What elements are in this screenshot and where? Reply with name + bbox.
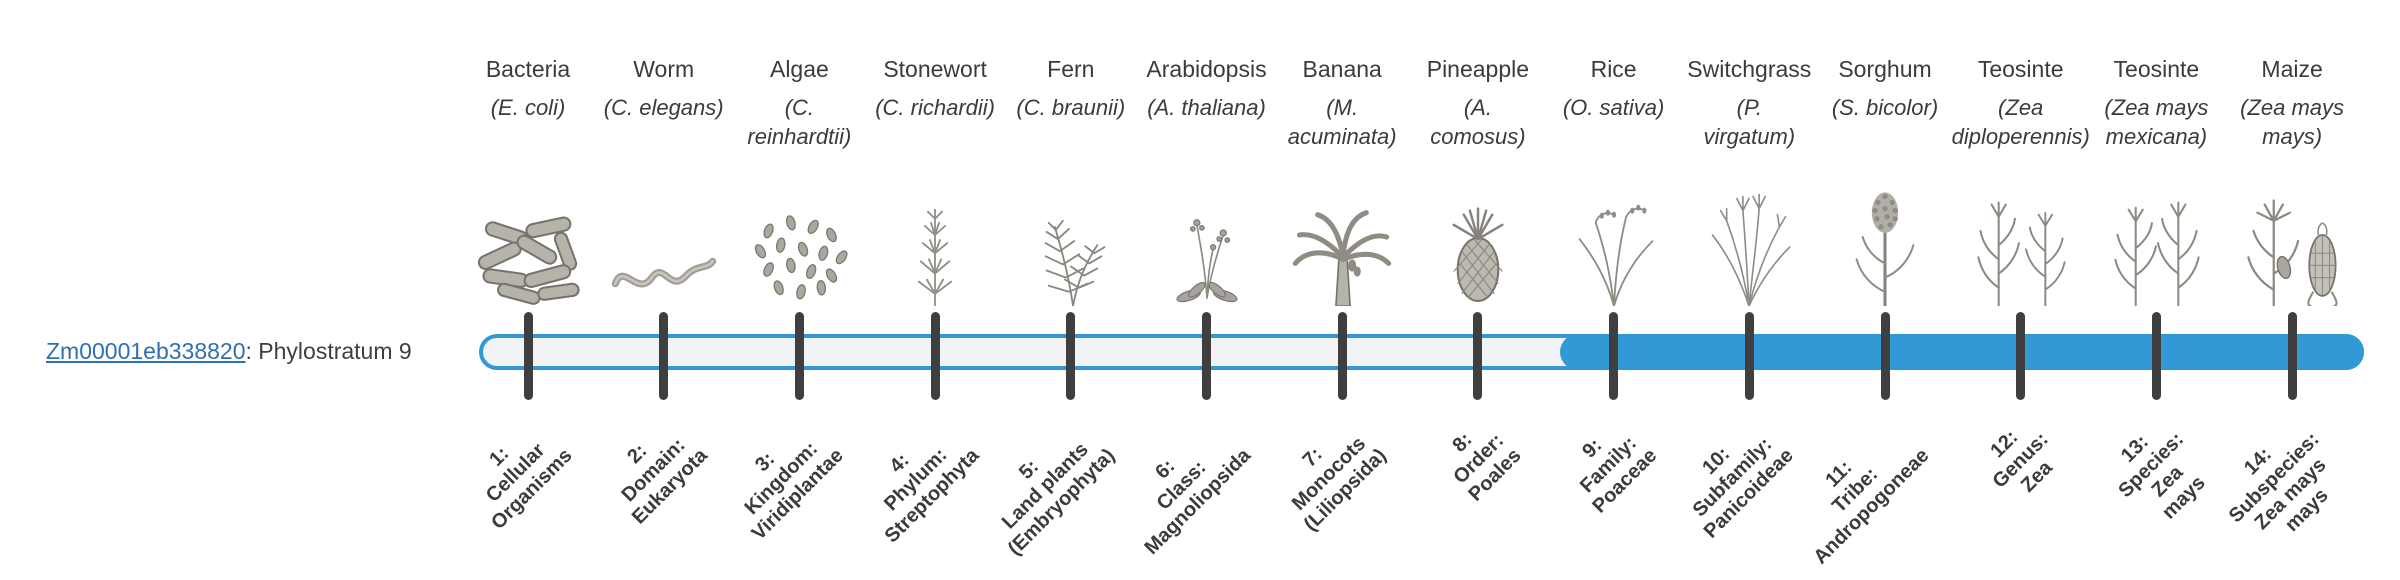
organism-common-name: Bacteria [485, 56, 571, 82]
phylostratum-text: : Phylostratum 9 [245, 338, 412, 364]
stratum-tick [659, 312, 669, 400]
bacteria-icon [453, 162, 603, 306]
algae-icon [724, 162, 874, 306]
organism-common-name: Fern [1047, 56, 1095, 82]
sorghum-icon [1810, 162, 1960, 306]
organism-common-name: Teosinte [2113, 56, 2200, 82]
organism-common-name: Maize [2261, 56, 2323, 82]
stratum-label: 7: Monocots (Liliopsida) [1287, 432, 1391, 536]
stratum-tick [2016, 312, 2026, 400]
arabidopsis-icon [1132, 162, 1282, 306]
stratum-label: 6: Class: Magnoliopsida [1140, 444, 1255, 560]
organism-common-name: Arabidopsis [1146, 56, 1267, 82]
fern-icon [996, 162, 1146, 306]
stratum-tick [930, 312, 940, 400]
organism-common-name: Pineapple [1426, 56, 1530, 82]
stonewort-icon [860, 162, 1010, 306]
organism-common-name: Teosinte [1977, 56, 2064, 82]
gene-link[interactable]: Zm00001eb338820 [46, 338, 246, 364]
stratum-tick [1609, 312, 1619, 400]
organism-scientific-name: (S. bicolor) [1831, 95, 1939, 120]
organism-common-name: Switchgrass [1687, 56, 1812, 82]
organism-common-name: Stonewort [883, 56, 987, 82]
rice-icon [1539, 162, 1689, 306]
stratum-label: 4: Phylum: Streptophyta [879, 443, 984, 548]
stratum-tick [1880, 312, 1890, 400]
worm-icon [589, 162, 739, 306]
organism-scientific-name: (Zea diploperennis) [1951, 95, 2090, 149]
phylostratum-bar-fill [1559, 334, 2364, 370]
organism-scientific-name: (C. richardii) [875, 95, 995, 120]
organism-scientific-name: (M. acuminata) [1287, 95, 1397, 149]
organism-scientific-name: (P. virgatum) [1703, 95, 1796, 149]
organism-scientific-name: (O. sativa) [1562, 95, 1665, 120]
stratum-label: 10: Subfamily: Panicoideae [1688, 433, 1798, 543]
organism-scientific-name: (C. elegans) [603, 95, 724, 120]
teosinte-icon [1946, 162, 2096, 306]
banana-icon [1267, 162, 1417, 306]
stratum-tick [1202, 312, 1211, 400]
stratum-tick [1066, 312, 1076, 400]
pineapple-icon [1403, 162, 1553, 306]
stratum-tick [1337, 312, 1347, 400]
gene-label: Zm00001eb338820: Phylostratum 9 [46, 338, 412, 365]
stratum-label: 1: Cellular Organisms [481, 439, 577, 534]
stratum-label: 11: Tribe: Andropogoneae [1809, 444, 1934, 569]
stratum-label: 14: Subspecies: Zea mays mays [2225, 428, 2333, 537]
organism-scientific-name: (E. coli) [490, 95, 566, 120]
stratum-label: 9: Family: Poaceae [1576, 432, 1662, 518]
stratum-label: 13: Species: Zea mays [2114, 428, 2210, 524]
stratum-label: 3: Kingdom: Viridiplantae [740, 437, 848, 545]
organism-scientific-name: (C. reinhardtii) [747, 95, 852, 149]
stratum-tick [794, 312, 804, 400]
stratum-tick [1744, 312, 1754, 400]
stratum-tick [1473, 312, 1483, 400]
stratum-label: 8: Order: Poales [1448, 428, 1526, 506]
organism-common-name: Banana [1302, 56, 1382, 82]
organism-scientific-name: (C. braunii) [1016, 95, 1126, 120]
organism-common-name: Sorghum [1838, 56, 1932, 82]
organism-scientific-name: (Zea mays mexicana) [2104, 95, 2209, 149]
stratum-label: 2: Domain: Eukaryota [617, 434, 712, 529]
stratum-label: 5: Land plants (Embryophyta) [997, 438, 1119, 560]
stratum-tick [523, 312, 533, 400]
teosinte2-icon [2081, 162, 2231, 306]
stratum-tick [2287, 312, 2297, 400]
maize-icon [2217, 162, 2367, 306]
stratum-label: 12: Genus: Zea [1986, 426, 2057, 497]
stratum-tick [2151, 312, 2161, 400]
organism-common-name: Worm [633, 56, 695, 82]
organism-common-name: Algae [769, 56, 829, 82]
organism-common-name: Rice [1590, 56, 1637, 82]
organism-scientific-name: (A. comosus) [1430, 95, 1526, 149]
organism-scientific-name: (Zea mays mays) [2240, 95, 2345, 149]
switchgrass-icon [1674, 162, 1824, 306]
organism-scientific-name: (A. thaliana) [1147, 95, 1266, 120]
